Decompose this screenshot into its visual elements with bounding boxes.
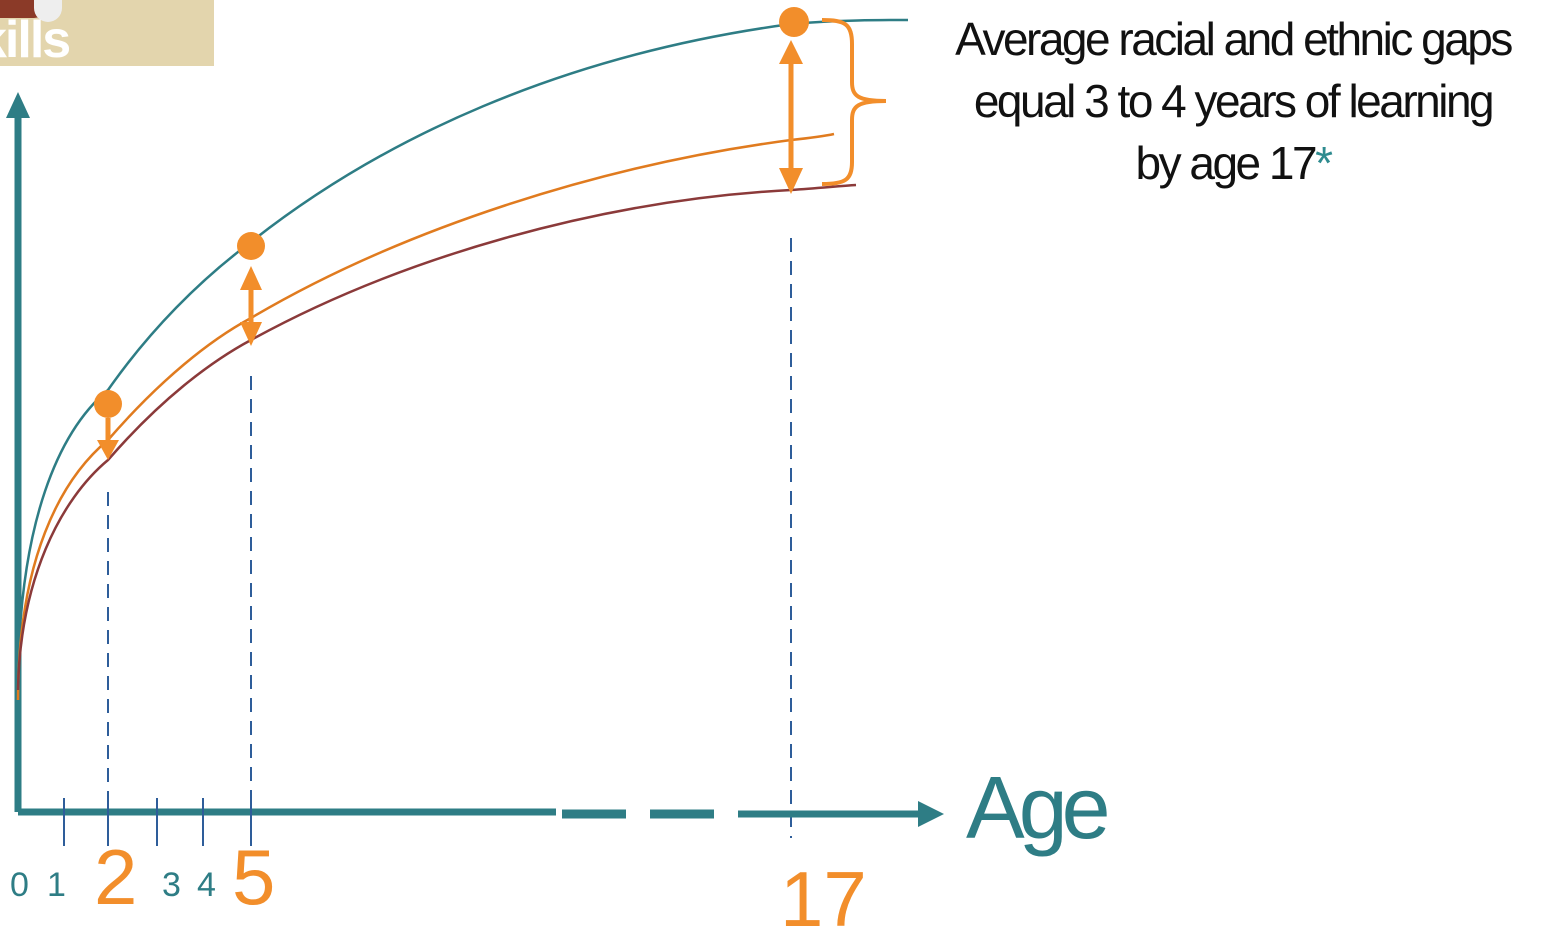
x-axis-label: Age [966, 758, 1111, 857]
header-tag: kills [0, 0, 214, 66]
annotation-line-1: Average racial and ethnic gaps [955, 13, 1513, 65]
gap-curly-brace [821, 18, 887, 186]
annotation-line-3-text: by age 17 [1135, 137, 1318, 189]
tick-label-5: 5 [232, 833, 276, 921]
header-tag-blob [34, 0, 62, 22]
age-5-gap-arrowhead-up [240, 266, 262, 290]
tick-label-4: 4 [197, 866, 216, 904]
y-axis-arrowhead [6, 92, 30, 118]
age-5-marker [237, 232, 265, 260]
header-tag-text: kills [0, 11, 71, 69]
x-axis-arrowhead [918, 801, 944, 827]
bottom-growth-curve [16, 183, 857, 691]
age-17-gap-arrowhead-up [779, 40, 803, 64]
age-2-gap-arrowhead [97, 440, 119, 460]
middle-growth-curve [16, 132, 835, 701]
tick-label-3: 3 [162, 866, 181, 904]
annotation-line-2: equal 3 to 4 years of learning [973, 75, 1495, 127]
age-5-gap-arrowhead-down [240, 322, 262, 346]
top-growth-curve [16, 18, 909, 691]
annotation-line-3: by age 17* [928, 132, 1538, 194]
tick-label-2: 2 [94, 833, 138, 921]
age-2-marker [94, 390, 122, 418]
footnote-asterisk: * [1315, 137, 1333, 189]
tick-label-1: 1 [47, 866, 66, 904]
gap-annotation: Average racial and ethnic gaps equal 3 t… [928, 8, 1538, 194]
age-17-gap-arrowhead-down [779, 168, 803, 194]
tick-label-17: 17 [780, 855, 867, 943]
age-17-marker [779, 7, 809, 37]
tick-label-0: 0 [10, 866, 29, 904]
